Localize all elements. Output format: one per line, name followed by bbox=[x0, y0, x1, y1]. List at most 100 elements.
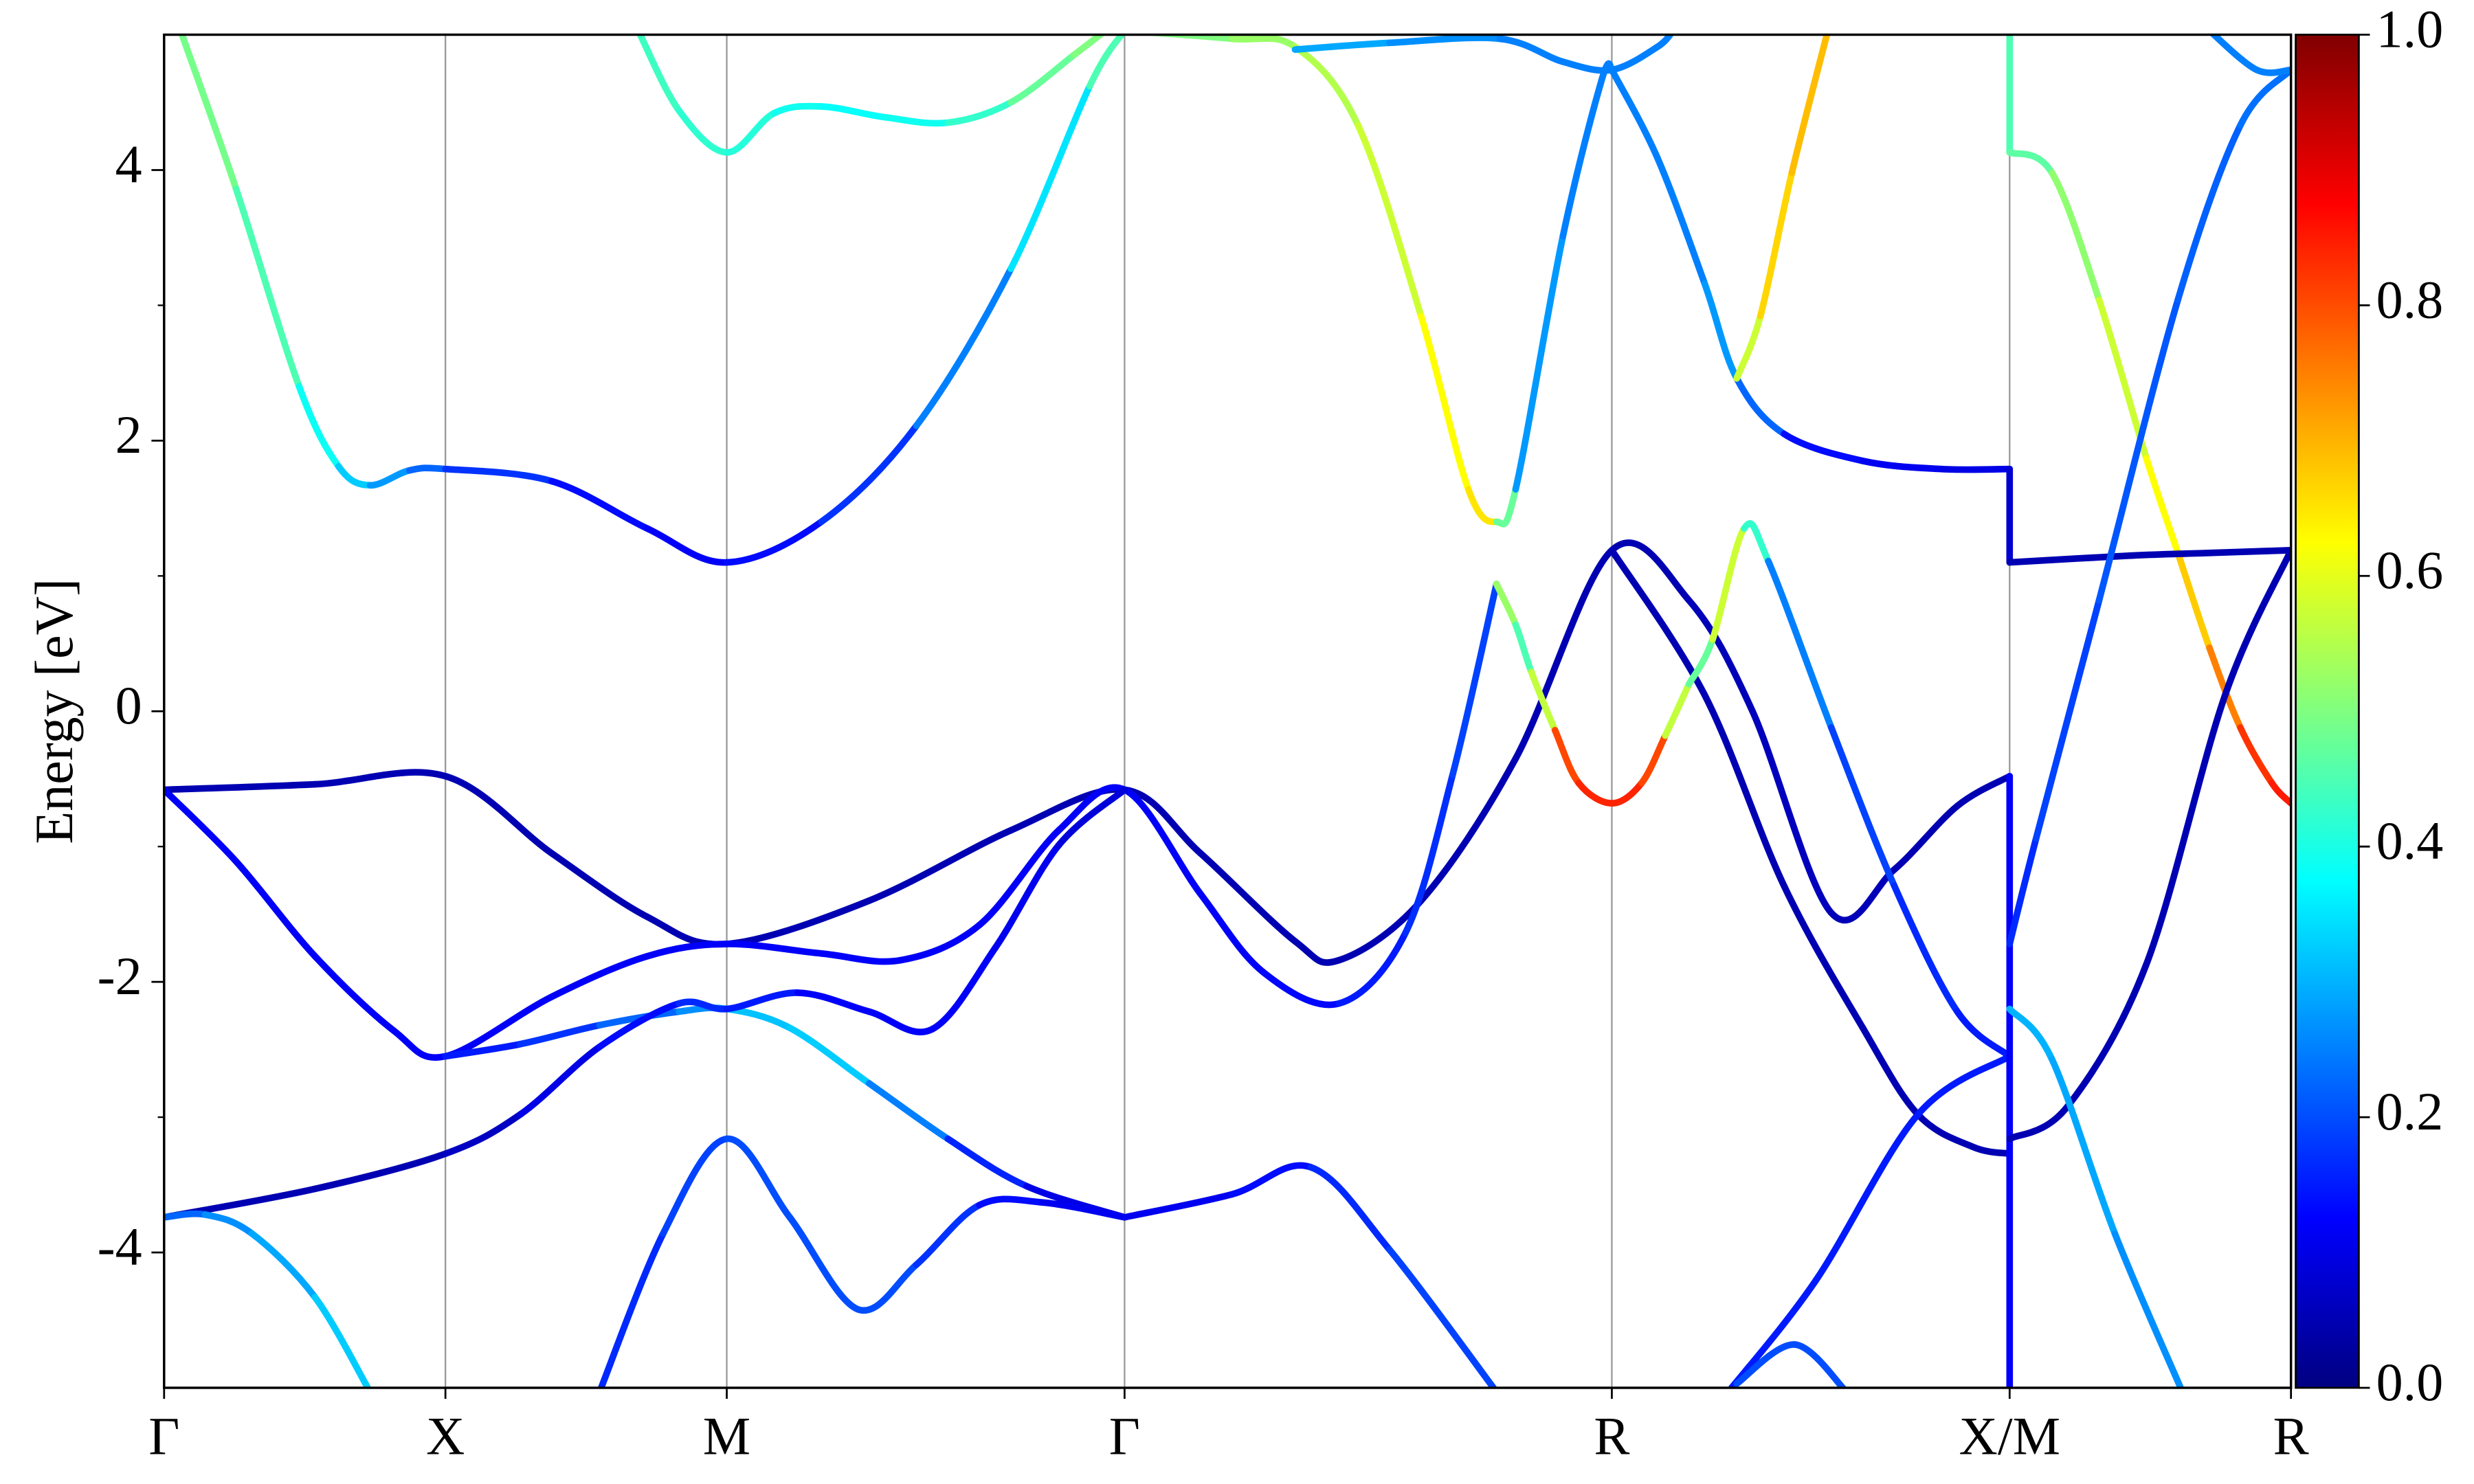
band-segment bbox=[992, 842, 1062, 952]
band-segment bbox=[1512, 233, 1567, 493]
band-segment bbox=[1608, 43, 1661, 74]
band-segment bbox=[1727, 1277, 1819, 1388]
band-segment bbox=[1701, 280, 1741, 382]
band-segment bbox=[1915, 1111, 1976, 1151]
band-segment bbox=[644, 525, 731, 566]
band-segment bbox=[2111, 1230, 2185, 1388]
plot-frame bbox=[163, 33, 2293, 1389]
band-segment bbox=[1039, 1199, 1128, 1221]
band-segment bbox=[2206, 547, 2291, 556]
band-segment bbox=[548, 952, 651, 1000]
band-segment bbox=[1418, 755, 1519, 904]
band-segment bbox=[976, 1195, 1046, 1208]
y-tick-label: 2 bbox=[115, 405, 142, 464]
band-segment bbox=[1260, 969, 1343, 1009]
band-segment bbox=[1559, 74, 1606, 240]
band-segment bbox=[1827, 866, 1898, 924]
band-segment bbox=[1915, 1053, 2014, 1118]
band-segment bbox=[1685, 636, 1716, 688]
band-segment bbox=[1121, 786, 1204, 857]
band-segment bbox=[1335, 930, 1409, 1007]
band-segment bbox=[2006, 1103, 2071, 1143]
band-segment bbox=[644, 941, 731, 960]
band-segment bbox=[1954, 1008, 2014, 1060]
band-segment bbox=[865, 1008, 936, 1035]
band-segment bbox=[442, 465, 555, 485]
band-segment bbox=[1733, 1341, 1798, 1387]
y-axis-label: Energy [eV] bbox=[24, 578, 84, 844]
band-segment bbox=[1662, 681, 1693, 739]
band-segment bbox=[928, 945, 999, 1033]
band-segment bbox=[1291, 39, 1393, 53]
band-segment bbox=[390, 1027, 449, 1061]
band-segment bbox=[1464, 486, 1500, 526]
band-segment bbox=[818, 103, 889, 121]
band-segment bbox=[2048, 1055, 2119, 1237]
x-tick-label: R bbox=[2273, 1406, 2309, 1465]
band-segment bbox=[944, 99, 1014, 126]
band-segment bbox=[232, 186, 303, 390]
band-segment bbox=[548, 477, 651, 532]
band-segment bbox=[517, 1043, 603, 1118]
band-segment bbox=[2209, 34, 2260, 74]
colorbar-tick-label: 0.8 bbox=[2376, 269, 2444, 329]
band-segment bbox=[2127, 549, 2213, 559]
x-tick-label: X/M bbox=[1959, 1406, 2060, 1465]
band-segment bbox=[1055, 786, 1128, 849]
band-segment bbox=[164, 1210, 209, 1221]
band-segment bbox=[1449, 581, 1500, 778]
band-segment bbox=[1781, 430, 1866, 464]
band-segment bbox=[2006, 149, 2055, 177]
colorbar-axis: 0.0 0.2 0.4 0.6 0.8 1.0 bbox=[2359, 0, 2443, 1412]
band-segment bbox=[2143, 455, 2181, 556]
band-segment bbox=[1493, 581, 1519, 629]
band-segment bbox=[1007, 52, 1078, 106]
band-segment bbox=[2048, 169, 2103, 304]
band-segment bbox=[1386, 34, 1504, 47]
band-segment bbox=[1859, 458, 1946, 473]
band-segment bbox=[1228, 1162, 1315, 1198]
band-segment bbox=[1335, 897, 1425, 964]
band-segment bbox=[2222, 547, 2291, 699]
band-segment bbox=[311, 952, 397, 1034]
band-segment bbox=[1638, 732, 1669, 787]
band-segment bbox=[1135, 34, 1236, 43]
band-segment bbox=[1512, 621, 1535, 675]
band-segment bbox=[2032, 596, 2103, 842]
band-segment bbox=[723, 897, 873, 947]
band-segment bbox=[1355, 122, 1425, 319]
band-segment bbox=[865, 827, 1014, 904]
band-segment bbox=[913, 1202, 983, 1268]
band-segment bbox=[2095, 296, 2181, 604]
band-segment bbox=[311, 769, 449, 788]
band-segment bbox=[881, 113, 952, 127]
band-segment bbox=[1812, 1111, 1921, 1285]
band-segment bbox=[770, 102, 825, 117]
x-tick-label: Γ bbox=[1109, 1406, 1140, 1465]
band-segment bbox=[1608, 66, 1661, 161]
band-segment bbox=[1418, 313, 1472, 493]
band-segment bbox=[1121, 786, 1204, 897]
x-tick-label: X bbox=[426, 1406, 465, 1465]
band-segment bbox=[2006, 552, 2135, 566]
band-segment bbox=[2006, 1005, 2055, 1063]
band-segment bbox=[723, 1005, 794, 1031]
colorbar-tick-label: 0.4 bbox=[2376, 811, 2444, 870]
band-segment bbox=[1197, 890, 1267, 976]
y-tick-label: -4 bbox=[98, 1217, 142, 1277]
band-segment bbox=[2253, 66, 2291, 76]
colorbar-tick-label: 0.2 bbox=[2376, 1081, 2444, 1141]
band-segment bbox=[897, 921, 983, 964]
band-segment bbox=[1781, 882, 1866, 1031]
band-segment bbox=[723, 941, 825, 957]
band-segment bbox=[1608, 547, 1708, 699]
band-segment bbox=[1291, 938, 1343, 966]
band-segment bbox=[2006, 835, 2040, 947]
band-segment bbox=[913, 265, 1014, 429]
band-segment bbox=[1055, 784, 1128, 834]
band-segment bbox=[1741, 520, 1772, 565]
band-segment bbox=[1757, 169, 1796, 319]
band-segment bbox=[1749, 708, 1835, 917]
